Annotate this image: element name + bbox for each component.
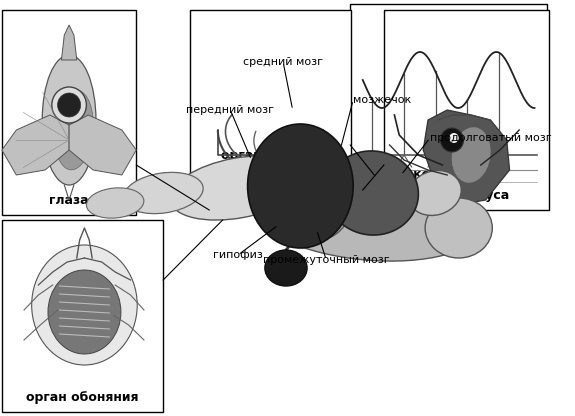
Ellipse shape bbox=[248, 124, 353, 248]
Ellipse shape bbox=[32, 245, 137, 365]
Ellipse shape bbox=[123, 172, 203, 214]
Bar bbox=[2, 10, 136, 215]
Polygon shape bbox=[69, 115, 136, 175]
Ellipse shape bbox=[170, 156, 306, 220]
Bar bbox=[190, 10, 351, 185]
Ellipse shape bbox=[58, 93, 80, 117]
Text: средний мозг: средний мозг bbox=[243, 57, 323, 67]
Ellipse shape bbox=[327, 151, 419, 235]
Ellipse shape bbox=[86, 188, 144, 218]
Text: боковая линия: боковая линия bbox=[396, 168, 501, 181]
Bar bbox=[350, 4, 547, 189]
Ellipse shape bbox=[237, 163, 304, 207]
Ellipse shape bbox=[42, 55, 96, 185]
Ellipse shape bbox=[251, 173, 290, 197]
Ellipse shape bbox=[452, 127, 490, 183]
Text: промежуточный мозг: промежуточный мозг bbox=[263, 255, 390, 265]
Ellipse shape bbox=[52, 87, 86, 123]
Polygon shape bbox=[423, 110, 509, 205]
Text: глаза: глаза bbox=[49, 194, 89, 207]
Text: передний мозг: передний мозг bbox=[186, 105, 274, 115]
Ellipse shape bbox=[449, 133, 459, 143]
Ellipse shape bbox=[408, 171, 461, 215]
Polygon shape bbox=[62, 25, 77, 60]
Polygon shape bbox=[2, 115, 69, 175]
Ellipse shape bbox=[48, 270, 121, 354]
Bar bbox=[2, 220, 163, 412]
Text: гипофиз: гипофиз bbox=[213, 250, 263, 260]
Bar bbox=[384, 10, 549, 210]
Ellipse shape bbox=[265, 250, 307, 286]
Text: орган слуха и
равновесия: орган слуха и равновесия bbox=[221, 149, 320, 177]
Ellipse shape bbox=[255, 175, 480, 261]
Text: мозжечок: мозжечок bbox=[353, 95, 411, 105]
Ellipse shape bbox=[55, 90, 93, 170]
Ellipse shape bbox=[262, 183, 348, 243]
Ellipse shape bbox=[425, 198, 492, 258]
Text: орган вкуса: орган вкуса bbox=[424, 189, 509, 202]
Text: продолговатый мозг: продолговатый мозг bbox=[430, 133, 551, 143]
Ellipse shape bbox=[440, 128, 463, 152]
Text: орган обоняния: орган обоняния bbox=[26, 391, 139, 404]
